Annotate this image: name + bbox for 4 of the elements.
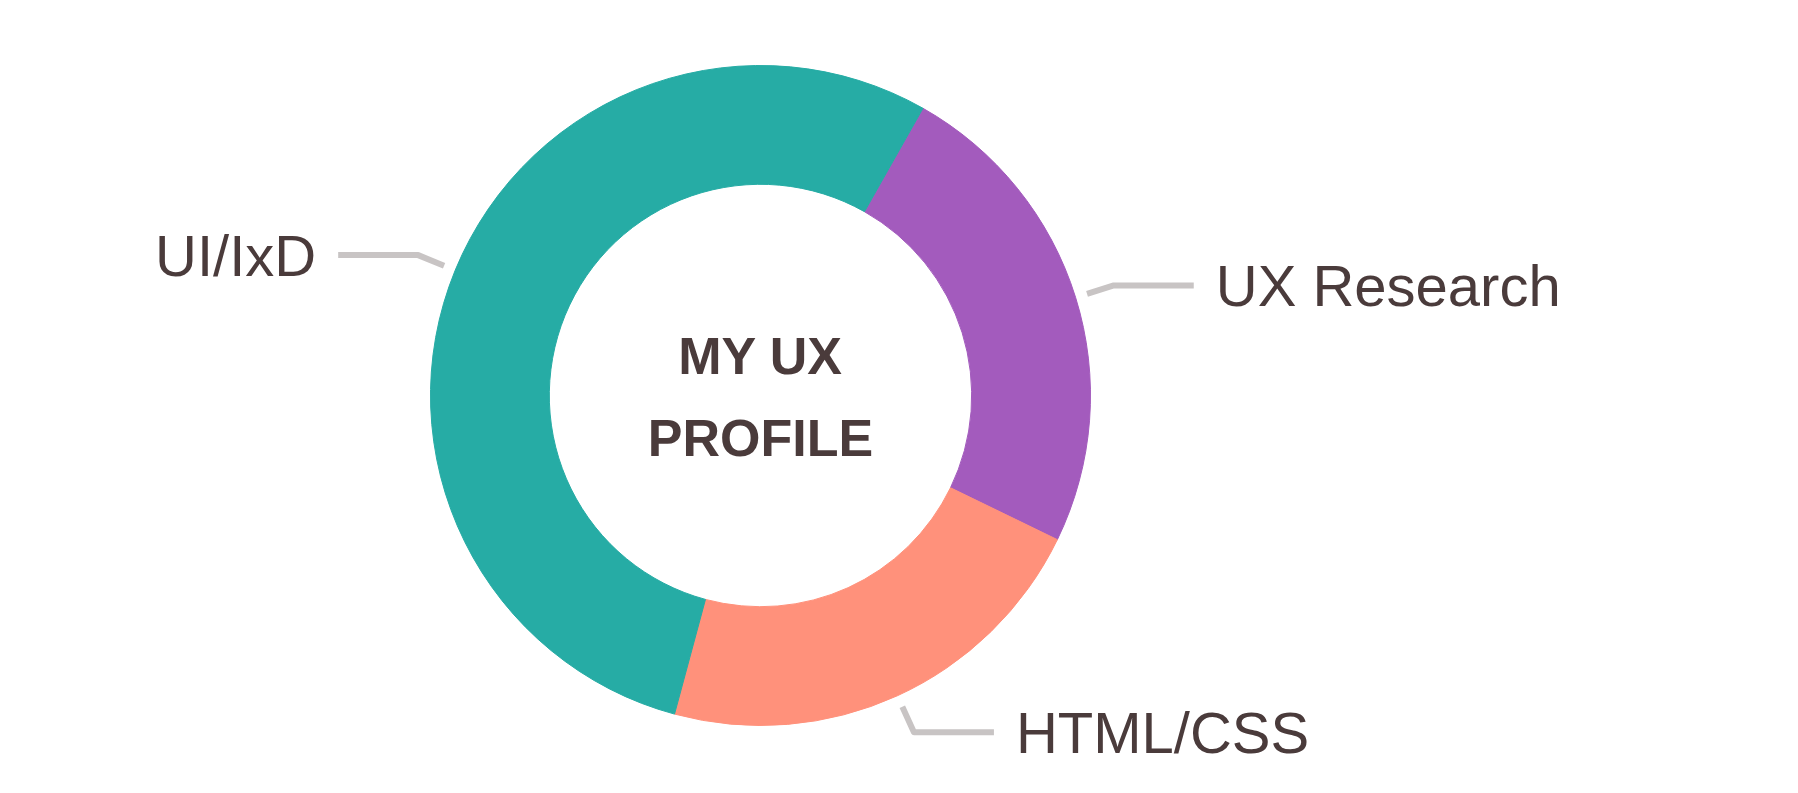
text: MY UX PROFILE	[647, 326, 874, 467]
slice-label: HTML/CSS	[1015, 699, 1310, 765]
slice-label: UX Research	[1215, 252, 1561, 318]
slice-label: UI/IxD	[155, 222, 317, 288]
